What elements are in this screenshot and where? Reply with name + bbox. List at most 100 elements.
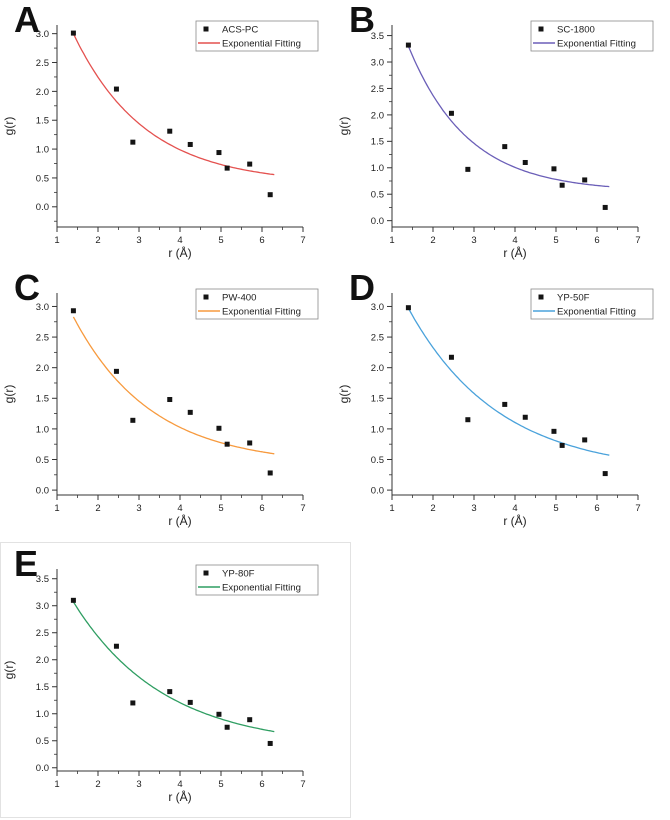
svg-text:0.5: 0.5 [371, 455, 384, 466]
svg-text:5: 5 [218, 503, 223, 514]
svg-text:7: 7 [300, 779, 305, 790]
svg-text:0.0: 0.0 [36, 486, 49, 497]
svg-text:4: 4 [177, 235, 182, 246]
svg-text:1: 1 [54, 503, 59, 514]
svg-text:7: 7 [635, 235, 640, 246]
svg-text:3: 3 [471, 503, 476, 514]
svg-text:1.5: 1.5 [36, 394, 49, 405]
panel-label-d: D [349, 267, 375, 308]
svg-text:YP-50F: YP-50F [557, 293, 590, 304]
svg-text:5: 5 [553, 235, 558, 246]
panel-label-e: E [14, 543, 39, 584]
svg-text:3.5: 3.5 [371, 31, 384, 42]
svg-text:2: 2 [95, 503, 100, 514]
panel-label-a: A [14, 0, 40, 40]
svg-text:1: 1 [389, 503, 394, 514]
panel-label-c: C [14, 267, 40, 308]
svg-text:YP-80F: YP-80F [222, 569, 255, 580]
svg-text:7: 7 [300, 235, 305, 246]
svg-text:6: 6 [259, 503, 264, 514]
svg-text:Exponential Fitting: Exponential Fitting [557, 39, 636, 50]
svg-text:2.5: 2.5 [371, 332, 384, 343]
svg-text:4: 4 [177, 779, 182, 790]
svg-text:2.0: 2.0 [371, 110, 384, 121]
svg-text:6: 6 [594, 235, 599, 246]
svg-text:6: 6 [259, 235, 264, 246]
svg-text:Exponential Fitting: Exponential Fitting [557, 307, 636, 318]
svg-text:1: 1 [54, 779, 59, 790]
svg-text:g(r): g(r) [2, 661, 16, 680]
svg-text:2.5: 2.5 [371, 84, 384, 95]
svg-text:6: 6 [594, 503, 599, 514]
svg-text:r (Å): r (Å) [168, 245, 191, 260]
svg-text:Exponential Fitting: Exponential Fitting [222, 583, 301, 594]
svg-text:r (Å): r (Å) [503, 245, 526, 260]
svg-text:3: 3 [136, 503, 141, 514]
svg-text:PW-400: PW-400 [222, 293, 256, 304]
panel-label-b: B [349, 0, 375, 40]
svg-text:0.5: 0.5 [371, 190, 384, 201]
svg-text:3.0: 3.0 [36, 29, 49, 40]
svg-text:0.0: 0.0 [371, 486, 384, 497]
svg-text:1.0: 1.0 [371, 163, 384, 174]
svg-text:SC-1800: SC-1800 [557, 25, 595, 36]
svg-text:7: 7 [300, 503, 305, 514]
svg-text:ACS-PC: ACS-PC [222, 25, 258, 36]
svg-text:3.5: 3.5 [36, 574, 49, 585]
svg-text:6: 6 [259, 779, 264, 790]
svg-text:Exponential Fitting: Exponential Fitting [222, 39, 301, 50]
svg-text:1.0: 1.0 [36, 709, 49, 720]
svg-text:1.5: 1.5 [371, 137, 384, 148]
svg-text:5: 5 [553, 503, 558, 514]
svg-text:3: 3 [471, 235, 476, 246]
svg-text:5: 5 [218, 235, 223, 246]
svg-text:3: 3 [136, 235, 141, 246]
svg-text:4: 4 [177, 503, 182, 514]
svg-text:0.5: 0.5 [36, 736, 49, 747]
svg-text:2.5: 2.5 [36, 628, 49, 639]
svg-text:2.5: 2.5 [36, 58, 49, 69]
svg-text:4: 4 [512, 235, 517, 246]
panel-e-chart: 1 2 3 4 5 6 7 0.0 0.5 1.0 1.5 2.0 2.5 3.0 3.5 r (Å) g(r)… [0, 544, 335, 806]
panel-c: 1 2 3 4 5 6 7 0.0 0.5 1.0 1.5 2.0 2.5 3.0 r (Å) g(r) PW-… [0, 268, 335, 530]
svg-text:2.0: 2.0 [36, 363, 49, 374]
svg-text:0.5: 0.5 [36, 455, 49, 466]
svg-text:3.0: 3.0 [371, 57, 384, 68]
svg-text:3.0: 3.0 [36, 601, 49, 612]
svg-text:2: 2 [430, 503, 435, 514]
panel-a-chart: 1 2 3 4 5 6 7 0.0 0.5 1.0 1.5 2.0 2.5 3.0 r (Å) g(r) ACS… [0, 0, 335, 262]
svg-text:1: 1 [389, 235, 394, 246]
panel-d: 1 2 3 4 5 6 7 0.0 0.5 1.0 1.5 2.0 2.5 3.0 r (Å) g(r) YP-… [335, 268, 670, 530]
svg-text:3.0: 3.0 [36, 302, 49, 313]
svg-text:2.0: 2.0 [371, 363, 384, 374]
svg-text:Exponential Fitting: Exponential Fitting [222, 307, 301, 318]
svg-text:2: 2 [95, 779, 100, 790]
svg-text:g(r): g(r) [2, 385, 16, 404]
svg-text:7: 7 [635, 503, 640, 514]
svg-text:1.5: 1.5 [371, 394, 384, 405]
svg-text:1.0: 1.0 [371, 424, 384, 435]
svg-text:g(r): g(r) [2, 117, 16, 136]
panel-a: 1 2 3 4 5 6 7 0.0 0.5 1.0 1.5 2.0 2.5 3.0 r (Å) g(r) ACS… [0, 0, 335, 262]
svg-text:4: 4 [512, 503, 517, 514]
svg-text:g(r): g(r) [337, 117, 351, 136]
svg-text:0.0: 0.0 [371, 216, 384, 227]
svg-text:0.0: 0.0 [36, 202, 49, 213]
svg-text:1.5: 1.5 [36, 116, 49, 127]
svg-text:r (Å): r (Å) [168, 513, 191, 528]
svg-text:2: 2 [95, 235, 100, 246]
svg-text:r (Å): r (Å) [168, 789, 191, 804]
svg-text:2.5: 2.5 [36, 332, 49, 343]
panel-b-chart: 1 2 3 4 5 6 7 0.0 0.5 1.0 1.5 2.0 2.5 3.0 3.5 r (Å) g(r)… [335, 0, 670, 262]
svg-text:1.0: 1.0 [36, 424, 49, 435]
svg-text:1.5: 1.5 [36, 682, 49, 693]
svg-text:2: 2 [430, 235, 435, 246]
panel-b: 1 2 3 4 5 6 7 0.0 0.5 1.0 1.5 2.0 2.5 3.0 3.5 r (Å) g(r)… [335, 0, 670, 262]
svg-text:3: 3 [136, 779, 141, 790]
svg-text:g(r): g(r) [337, 385, 351, 404]
svg-text:1.0: 1.0 [36, 144, 49, 155]
svg-text:0.5: 0.5 [36, 173, 49, 184]
svg-text:r (Å): r (Å) [503, 513, 526, 528]
svg-text:0.0: 0.0 [36, 763, 49, 774]
